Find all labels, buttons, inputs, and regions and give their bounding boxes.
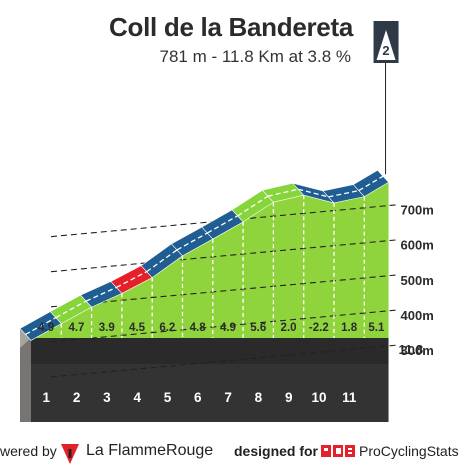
- gradient-label: 1.8: [341, 322, 358, 334]
- profile-front-face: [31, 182, 389, 341]
- km-label-band: [31, 364, 389, 422]
- road-centerline: [176, 232, 208, 251]
- road-centerline: [25, 317, 57, 336]
- category-badge: 2: [373, 21, 399, 175]
- designed-for-text: designed for: [234, 443, 319, 459]
- end-distance-label: 11.8: [399, 342, 424, 357]
- gradient-label: 4.8: [190, 322, 207, 334]
- road-centerline: [267, 188, 299, 197]
- mountain-icon: [376, 30, 396, 60]
- altitude-tick-label: 700m: [401, 203, 434, 218]
- footer: wered by La FlammeRouge designed for Pro…: [0, 440, 465, 469]
- road-surface: [19, 169, 390, 341]
- road-centerline: [55, 300, 87, 319]
- km-label: 3: [103, 390, 111, 405]
- terrain-side-face: [20, 328, 31, 422]
- km-label: 2: [73, 390, 81, 405]
- gradient-label: -2.2: [309, 322, 329, 334]
- gradient-label: 2.0: [281, 322, 297, 334]
- gradient-label: 6.2: [159, 322, 175, 334]
- km-label: 8: [255, 390, 263, 405]
- gradient-label: 4.7: [68, 322, 84, 334]
- chart-labels: 4.9 4.7 3.9 4.5 6.2 4.8 4.9 5.6 2.0 -2.2 1.8 5.1 1 2 3…: [38, 322, 423, 405]
- road-centerline: [146, 249, 178, 273]
- altitude-tick-label: 600m: [401, 238, 434, 253]
- ground-band-side: [20, 338, 31, 422]
- gradient-label: 4.5: [129, 322, 146, 334]
- category-label: 2: [382, 43, 389, 58]
- ground-layer: [20, 328, 389, 422]
- road-centerline: [116, 271, 148, 289]
- road-centerline: [237, 195, 269, 217]
- gradient-label: 4.9: [220, 322, 236, 334]
- road-centerline: [328, 189, 359, 198]
- km-dividers: [60, 195, 365, 338]
- gradient-label: 5.1: [368, 322, 385, 334]
- flamme-rouge-label: La FlammeRouge: [86, 442, 214, 459]
- altitude-tick-label: 300m: [401, 343, 434, 358]
- profile-layer: [31, 182, 389, 341]
- km-label: 11: [342, 390, 357, 405]
- km-label: 10: [311, 390, 326, 405]
- altitude-tick-label: 500m: [401, 273, 434, 288]
- road-centerline: [85, 286, 117, 302]
- km-label: 9: [285, 390, 293, 405]
- altitude-tick-label: 400m: [401, 308, 434, 323]
- altitude-gridline: [50, 274, 399, 308]
- altitude-gridline: [50, 344, 399, 378]
- gradient-label: 3.9: [99, 322, 115, 334]
- road-centerline: [358, 175, 384, 192]
- pcs-logo-icon: [321, 445, 355, 457]
- altitude-gridline: [50, 239, 399, 273]
- ground-band-top: [31, 338, 389, 364]
- gradient-label: 5.6: [250, 322, 266, 334]
- procyclingstats-label: ProCyclingStats: [359, 443, 459, 459]
- km-label: 7: [224, 390, 232, 405]
- climb-subtitle: 781 m - 11.8 Km at 3.8 %: [159, 47, 352, 66]
- gradient-label: 4.9: [38, 322, 54, 334]
- road-centerline: [206, 215, 238, 234]
- flamme-rouge-logo-icon: [61, 444, 79, 464]
- altitude-grid: 300m 400m 500m 600m 700m: [50, 203, 434, 378]
- climb-title: Coll de la Bandereta: [109, 12, 353, 42]
- road-segment: [352, 169, 390, 197]
- km-label: 4: [133, 390, 141, 405]
- km-label: 1: [43, 390, 51, 405]
- road-centerline: [298, 188, 329, 198]
- km-label: 5: [164, 390, 172, 405]
- km-label: 6: [194, 390, 202, 405]
- powered-by-text: wered by: [0, 443, 57, 459]
- altitude-gridline: [50, 309, 399, 343]
